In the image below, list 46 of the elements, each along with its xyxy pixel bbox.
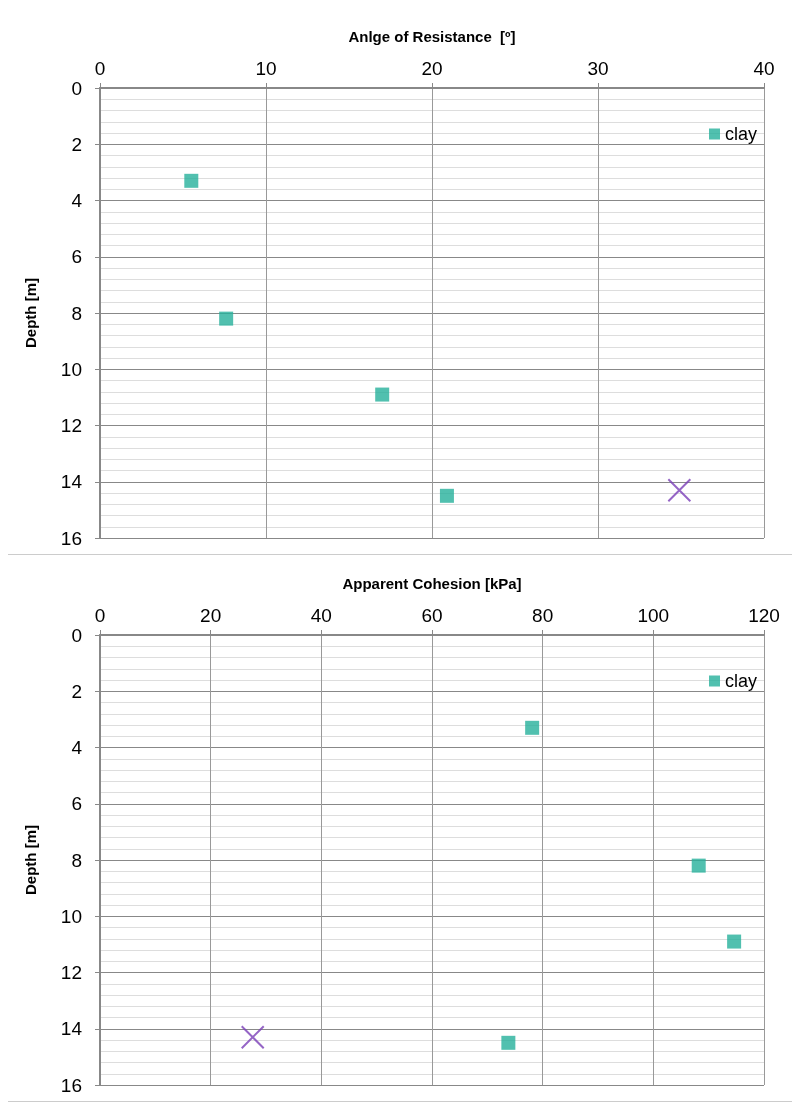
point xyxy=(691,858,706,873)
point xyxy=(501,1035,516,1050)
x-axis-title: Anlge of Resistance [º] xyxy=(348,28,516,45)
x-tick-label: 0 xyxy=(94,58,106,79)
y-tick-label: 14 xyxy=(60,471,83,493)
x-tick-label: 0 xyxy=(94,605,106,626)
x-tick-label: 20 xyxy=(421,58,443,79)
x-tick-label: 10 xyxy=(255,58,277,79)
y-tick-label: 4 xyxy=(71,737,83,758)
y-tick-label: 2 xyxy=(71,680,82,702)
point xyxy=(219,311,234,326)
legend-label: clay xyxy=(724,124,758,144)
legend-label: clay xyxy=(724,671,758,691)
x-tick-label: 40 xyxy=(753,58,775,79)
y-tick-label: 4 xyxy=(71,190,83,211)
point xyxy=(375,387,390,402)
x-tick-label: 100 xyxy=(637,605,670,626)
y-axis-title: Depth [m] xyxy=(22,278,39,348)
y-tick-label: 10 xyxy=(60,905,82,927)
y-tick-label: 8 xyxy=(71,849,82,871)
y-tick-label: 16 xyxy=(60,1074,82,1096)
point xyxy=(240,1025,265,1050)
x-tick-label: 80 xyxy=(532,605,554,626)
x-tick-label: 120 xyxy=(748,605,780,626)
y-tick-label: 12 xyxy=(60,962,82,983)
x-tick-label: 40 xyxy=(310,605,332,626)
y-tick-label: 12 xyxy=(60,415,82,436)
x-tick-label: 20 xyxy=(200,605,222,626)
y-tick-label: 10 xyxy=(60,358,82,380)
point xyxy=(667,478,692,503)
y-tick-label: 0 xyxy=(71,77,82,99)
y-tick-label: 0 xyxy=(71,624,82,646)
x-tick-label: 30 xyxy=(587,58,609,79)
y-tick-label: 2 xyxy=(71,133,82,155)
y-tick-label: 8 xyxy=(71,302,82,324)
y-tick-label: 6 xyxy=(71,246,82,268)
point xyxy=(439,488,454,503)
point xyxy=(727,934,742,949)
y-axis-title: Depth [m] xyxy=(22,825,39,895)
point xyxy=(525,720,540,735)
y-tick-label: 16 xyxy=(60,527,82,549)
y-tick-label: 6 xyxy=(71,793,82,815)
x-tick-label: 60 xyxy=(421,605,443,626)
y-tick-label: 14 xyxy=(60,1018,83,1040)
x-axis-title: Apparent Cohesion [kPa] xyxy=(342,575,522,592)
point xyxy=(184,173,199,188)
